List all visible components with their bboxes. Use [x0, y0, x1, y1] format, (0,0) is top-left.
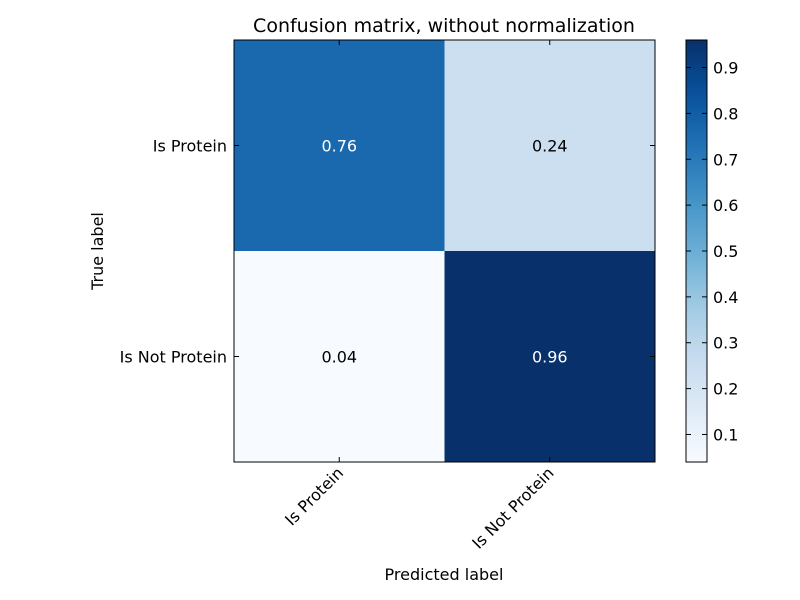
- y-tick-label: Is Protein: [153, 137, 227, 156]
- colorbar-ticks: 0.1 0.2 0.3 0.4 0.5 0.6 0.7 0.8 0.9: [686, 59, 738, 444]
- heatmap-cell: [234, 251, 445, 462]
- colorbar-tick-label: 0.7: [713, 150, 738, 169]
- cell-value-label: 0.96: [532, 348, 568, 367]
- colorbar-tick-label: 0.2: [713, 380, 738, 399]
- colorbar-tick-label: 0.8: [713, 104, 738, 123]
- y-tick-label: Is Not Protein: [120, 348, 227, 367]
- heatmap-cell-labels: 0.76 0.24 0.04 0.96: [321, 137, 567, 367]
- y-axis-label: True label: [88, 212, 107, 291]
- heatmap-cells: [234, 40, 655, 462]
- heatmap-cell: [444, 40, 655, 251]
- chart-title: Confusion matrix, without normalization: [253, 15, 635, 37]
- colorbar-tick-label: 0.6: [713, 196, 738, 215]
- cell-value-label: 0.04: [321, 348, 357, 367]
- y-axis-ticks: Is Protein Is Not Protein: [120, 137, 655, 367]
- plot-frame: [233, 39, 656, 463]
- colorbar-tick-label: 0.3: [713, 334, 738, 353]
- heatmap-cell: [234, 40, 445, 251]
- x-axis-label: Predicted label: [385, 565, 504, 584]
- colorbar-tick-label: 0.5: [713, 242, 738, 261]
- colorbar-tick-label: 0.4: [713, 288, 738, 307]
- x-tick-label: Is Not Protein: [468, 463, 557, 552]
- cell-value-label: 0.76: [321, 137, 357, 156]
- colorbar-tick-label: 0.1: [713, 425, 738, 444]
- heatmap-cell: [444, 251, 655, 462]
- cell-value-label: 0.24: [532, 137, 568, 156]
- colorbar-tick-label: 0.9: [713, 59, 738, 78]
- x-tick-label: Is Protein: [281, 463, 347, 529]
